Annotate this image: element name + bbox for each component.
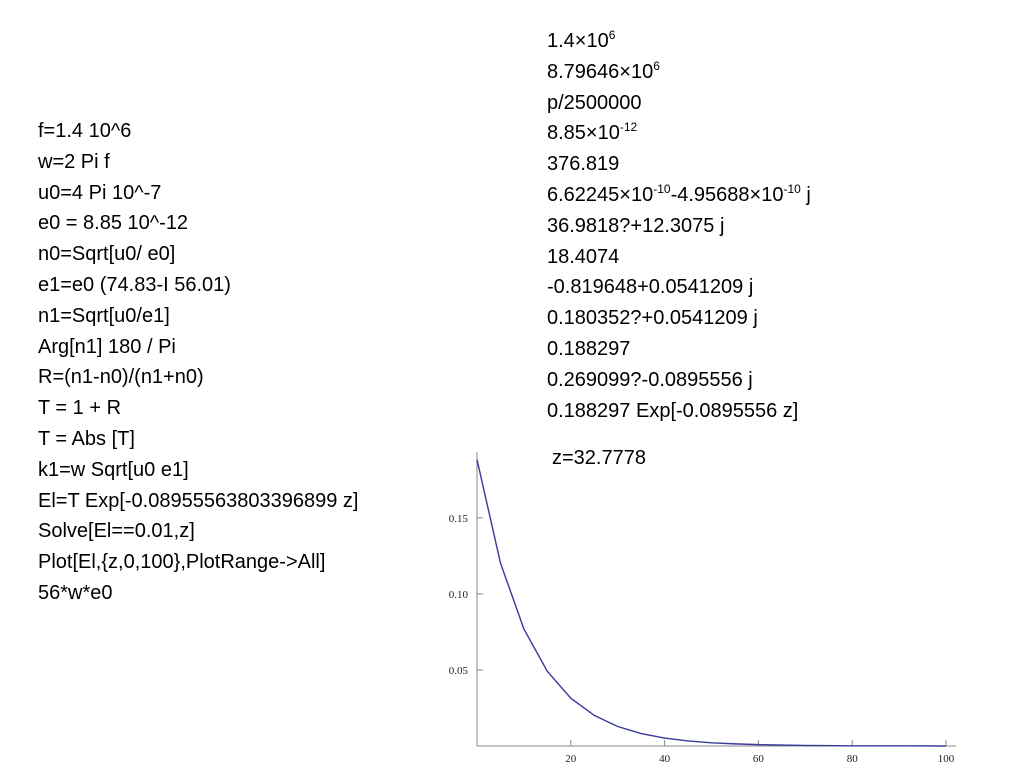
output-line: 8.79646×106 [547,57,811,88]
curve [476,459,947,747]
exponent: -10 [653,181,671,196]
output-line: 376.819 [547,153,620,176]
code-line: n1=Sqrt[u0/e1] [38,304,170,327]
x-tick-label: 20 [565,753,577,765]
solution: z=32.7778 [552,447,646,469]
code-line: Solve[El==0.01,z] [38,520,195,543]
code-line: 56*w*e0 [38,581,113,604]
exponent: 6 [653,58,660,73]
output-text: 1.4×10 [547,30,609,52]
x-tick-label: 100 [938,753,955,765]
code-block: f=1.4 10^6 w=2 Pi f u0=4 Pi 10^-7 e0 = 8.85… [38,116,358,609]
output-text: j [800,183,811,206]
code-line: Arg[n1] 180 / Pi [38,335,176,358]
output-line: 0.188297 [547,337,631,360]
output-line: 0.188297 Exp[-0.0895556 z] [547,399,799,422]
x-tick-label: 60 [753,753,765,765]
exponent: 6 [608,28,616,42]
output-text: -4.95688×10 [670,183,784,206]
y-tick-label: 0.05 [449,665,469,677]
output-line: 6.62245×10-10-4.95688×10-10 j [547,180,811,211]
code-line: w=2 Pi f [38,150,110,173]
exponent: -12 [619,120,638,135]
code-line: n0=Sqrt[u0/ e0] [38,243,176,266]
output-line: 0.180352?+0.0541209 j [547,307,758,330]
y-tick-label: 0.10 [449,589,469,601]
x-tick-label: 40 [659,753,671,765]
code-line: k1=w Sqrt[u0 e1] [38,458,189,481]
exponent: -10 [783,181,801,196]
code-line: T = Abs [T] [38,427,135,450]
output-line: 36.9818?+12.3075 j [547,214,725,237]
output-text: 8.85×10 [547,122,620,145]
code-line: R=(n1-n0)/(n1+n0) [38,366,204,389]
code-line: e0 = 8.85 10^-12 [38,212,189,235]
output-line: p/2500000 [547,91,642,114]
code-line: e1=e0 (74.83-I 56.01) [38,273,231,296]
code-line: Plot[El,{z,0,100},PlotRange->All] [38,551,326,574]
output-text: 8.79646×10 [547,60,654,83]
output-line: -0.819648+0.0541209 j [547,276,754,299]
output-line: 18.4074 [547,245,620,268]
output-line: 1.4×106 [547,26,811,57]
code-line: f=1.4 10^6 [38,120,132,142]
code-line: u0=4 Pi 10^-7 [38,181,162,204]
output-text: 6.62245×10 [547,183,654,206]
x-tick-label: 80 [847,753,859,765]
output-line: 8.85×10-12 [547,118,811,149]
output-line: 0.269099?-0.0895556 j [547,368,753,391]
y-tick-label: 0.15 [449,513,469,525]
code-line: El=T Exp[-0.08955563803396899 z] [38,489,359,512]
output-block: 1.4×106 8.79646×106 p/2500000 8.85×10-12 376… [547,26,811,426]
code-line: T = 1 + R [38,397,122,420]
